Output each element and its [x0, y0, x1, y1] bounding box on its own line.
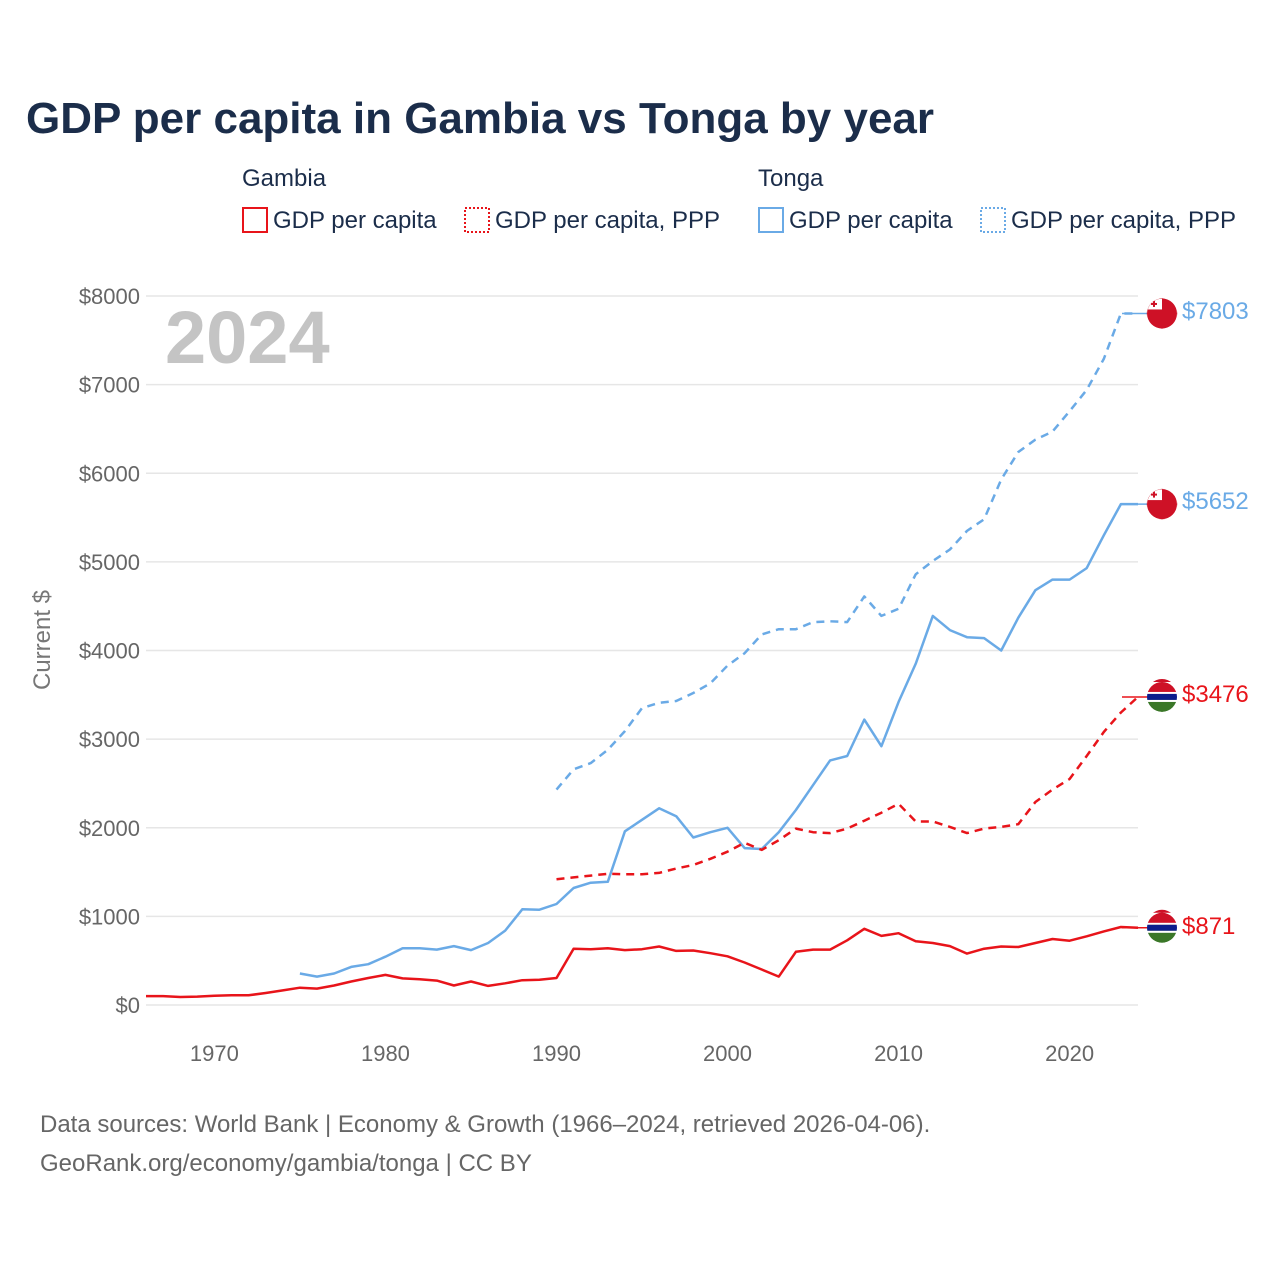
y-tick-label: $5000	[79, 550, 140, 575]
x-axis: 1970 1980 1990 2000 2010 2020	[190, 1041, 1094, 1066]
series-line-gambia-gdp[interactable]	[146, 925, 1139, 999]
y-tick-label: $1000	[79, 904, 140, 929]
y-tick-label: $3000	[79, 727, 140, 752]
gambia-flag-icon	[1147, 909, 1177, 943]
chart-title: GDP per capita in Gambia vs Tonga by yea…	[26, 94, 934, 143]
y-axis-label: Current $	[29, 590, 56, 690]
y-tick-label: $2000	[79, 816, 140, 841]
legend-label-tonga-ppp[interactable]: GDP per capita, PPP	[1011, 207, 1236, 234]
end-label-gambia-gdp: $871	[1182, 913, 1235, 940]
y-tick-label: $6000	[79, 461, 140, 486]
footer-credit[interactable]: GeoRank.org/economy/gambia/tonga | CC BY	[40, 1150, 532, 1177]
x-tick-label: 1980	[361, 1041, 410, 1066]
legend: Gambia GDP per capita GDP per capita, PP…	[242, 165, 1236, 234]
legend-group-tonga: Tonga	[758, 165, 824, 192]
x-tick-label: 2010	[874, 1041, 923, 1066]
series-line-tonga-gdp[interactable]	[299, 502, 1138, 978]
gridlines	[146, 295, 1138, 1006]
year-watermark: 2024	[165, 296, 330, 379]
footer-sources: Data sources: World Bank | Economy & Gro…	[40, 1111, 930, 1138]
series-line-tonga-ppp[interactable]	[555, 312, 1139, 791]
x-tick-label: 1970	[190, 1041, 239, 1066]
legend-group-gambia: Gambia	[242, 165, 327, 192]
series-layer	[146, 312, 1148, 999]
end-label-tonga-gdp: $5652	[1182, 488, 1249, 515]
y-tick-label: $0	[116, 993, 140, 1018]
gambia-flag-icon	[1147, 678, 1177, 712]
tonga-flag-icon	[1146, 298, 1178, 329]
y-tick-label: $7000	[79, 373, 140, 398]
legend-label-gambia-ppp[interactable]: GDP per capita, PPP	[495, 207, 720, 234]
y-tick-label: $4000	[79, 639, 140, 664]
x-tick-label: 2000	[703, 1041, 752, 1066]
x-tick-label: 1990	[532, 1041, 581, 1066]
tonga-flag-icon	[1146, 488, 1178, 520]
end-label-gambia-ppp: $3476	[1182, 681, 1249, 708]
legend-swatch-gambia-gdp[interactable]	[242, 207, 268, 233]
end-markers	[1146, 298, 1178, 943]
legend-label-tonga-gdp[interactable]: GDP per capita	[789, 207, 953, 234]
legend-swatch-gambia-ppp[interactable]	[464, 207, 490, 233]
legend-swatch-tonga-ppp[interactable]	[980, 207, 1006, 233]
x-tick-label: 2020	[1045, 1041, 1094, 1066]
y-tick-label: $8000	[79, 284, 140, 309]
end-label-tonga-ppp: $7803	[1182, 298, 1249, 325]
series-line-gambia-ppp[interactable]	[556, 695, 1139, 881]
y-axis: $0 $1000 $2000 $3000 $4000 $5000 $6000 $7000 $80…	[79, 284, 140, 1018]
legend-swatch-tonga-gdp[interactable]	[758, 207, 784, 233]
legend-label-gambia-gdp[interactable]: GDP per capita	[273, 207, 437, 234]
